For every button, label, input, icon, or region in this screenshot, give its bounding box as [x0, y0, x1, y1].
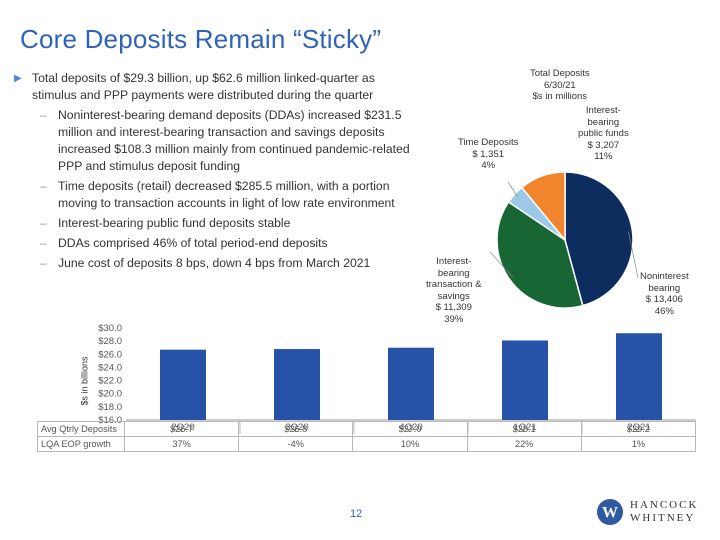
- logo-line2: WHITNEY: [630, 512, 696, 524]
- pie-title-line: Total Deposits: [530, 68, 590, 79]
- table-row-label: Avg Qtrly Deposits: [37, 421, 125, 437]
- dash-icon: –: [40, 236, 47, 250]
- y-tick-label: $24.0: [98, 362, 122, 373]
- pie-label-line: savings: [437, 290, 470, 302]
- sub-bullet-text: Noninterest-bearing demand deposits (DDA…: [58, 108, 410, 173]
- bar-2q21: [616, 333, 662, 420]
- y-tick-label: $18.0: [98, 402, 122, 413]
- table-row-label: LQA EOP growth: [37, 436, 125, 452]
- triangle-bullet-icon: ▶: [14, 73, 22, 84]
- sub-bullet-text: Interest-bearing public fund deposits st…: [58, 216, 291, 230]
- pie-label-line: bearing: [587, 116, 620, 128]
- y-tick-label: $28.0: [98, 336, 122, 347]
- bar-3q20: [274, 349, 320, 420]
- pie-label-line: $ 3,207: [587, 139, 620, 151]
- deposits-bar-chart: $30.0 $28.0 $26.0 $24.0 $22.0 $20.0 $18.0 $16.0…: [36, 316, 696, 466]
- hancock-whitney-logo: W HANCOCK WHITNEY: [596, 498, 698, 526]
- dash-icon: –: [40, 256, 47, 270]
- pie-label-line: bearing: [437, 267, 470, 279]
- y-tick-label: $22.0: [98, 376, 122, 387]
- pie-label-time-deposits: Time Deposits $ 1,351 4%: [458, 137, 518, 172]
- deposits-pie-chart: Total Deposits 6/30/21 $s in millions No…: [420, 60, 720, 330]
- pie-title-line: $s in millions: [532, 91, 588, 102]
- table-cell: 1%: [580, 436, 697, 452]
- dash-icon: –: [40, 108, 47, 122]
- sub-bullet: – Time deposits (retail) decreased $285.5…: [14, 178, 414, 212]
- table-cell: 10%: [352, 436, 468, 452]
- sub-bullet-text: June cost of deposits 8 bps, down 4 bps …: [58, 256, 371, 270]
- pie-slice-public-funds: [520, 171, 566, 243]
- table-cell: $26.7: [123, 421, 240, 437]
- pie-title-line: 6/30/21: [543, 79, 576, 91]
- bar-4q20: [388, 347, 434, 420]
- bar-2q20: [160, 349, 206, 420]
- main-bullet-text: Total deposits of $29.3 billion, up $62.…: [32, 71, 375, 102]
- bar-1q21: [502, 340, 548, 420]
- pie-slice-noninterest: [564, 171, 634, 307]
- logo-text: HANCOCK WHITNEY: [630, 499, 698, 525]
- pie-label-line: 39%: [444, 313, 464, 325]
- y-tick-label: $30.0: [98, 323, 122, 334]
- sub-bullet: – DDAs comprised 46% of total period-end …: [14, 235, 414, 252]
- sub-bullet: – Interest-bearing public fund deposits s…: [14, 215, 414, 232]
- table-cell: $29.2: [580, 421, 697, 437]
- pie-label-public-funds: Interest- bearing public funds $ 3,207 1…: [578, 105, 629, 163]
- bar-svg: $30.0 $28.0 $26.0 $24.0 $22.0 $20.0 $18.0 $16.0…: [98, 323, 696, 434]
- pie-label-line: Interest-: [436, 256, 472, 267]
- table-row: LQA EOP growth 37% -4% 10% 22% 1%: [37, 436, 697, 452]
- page-title: Core Deposits Remain “Sticky”: [20, 24, 382, 54]
- pie-label-line: 4%: [481, 160, 496, 171]
- pie-label-line: 11%: [594, 151, 613, 162]
- pie-label-noninterest: Noninterest bearing $ 13,406 46%: [640, 271, 689, 317]
- dash-icon: –: [40, 179, 47, 193]
- deposits-data-table: Avg Qtrly Deposits $26.7 $26.8 $27.0 $28…: [37, 421, 697, 452]
- logo-mark-icon: W: [597, 499, 623, 525]
- pie-label-line: $ 1,351: [472, 148, 505, 160]
- table-cell: 22%: [466, 436, 582, 452]
- pie-label-line: transaction &: [426, 279, 482, 290]
- table-cell: -4%: [238, 436, 354, 452]
- table-cell: $27.0: [352, 421, 468, 437]
- pie-leader-line: [489, 251, 514, 278]
- pie-label-line: Noninterest: [640, 271, 689, 282]
- table-row: Avg Qtrly Deposits $26.7 $26.8 $27.0 $28…: [37, 421, 697, 437]
- bullet-list: ▶ Total deposits of $29.3 billion, up $6…: [14, 70, 414, 272]
- pie-label-line: public funds: [578, 128, 629, 139]
- sub-bullet-text: Time deposits (retail) decreased $285.5 …: [58, 179, 395, 210]
- pie-slice-transaction-savings: [496, 200, 584, 309]
- table-cell: $28.1: [466, 421, 582, 437]
- pie-svg: [489, 171, 639, 309]
- main-bullet: ▶ Total deposits of $29.3 billion, up $6…: [14, 70, 414, 104]
- pie-label-line: bearing: [648, 282, 681, 294]
- sub-bullet-text: DDAs comprised 46% of total period-end d…: [58, 236, 328, 250]
- sub-bullet: – Noninterest-bearing demand deposits (DD…: [14, 107, 414, 175]
- pie-label-line: $ 11,309: [435, 302, 472, 313]
- y-tick-label: $16.0: [98, 415, 122, 426]
- y-tick-label: $20.0: [98, 389, 122, 400]
- table-cell: 37%: [123, 436, 240, 452]
- pie-label-line: Interest-: [585, 105, 621, 116]
- dash-icon: –: [40, 216, 47, 230]
- pie-label-line: Time Deposits: [458, 137, 519, 148]
- pie-title: Total Deposits 6/30/21 $s in millions: [530, 68, 590, 103]
- logo-mark-letter: W: [602, 505, 618, 522]
- pie-label-line: 46%: [654, 305, 674, 317]
- logo-line1: HANCOCK: [630, 499, 699, 511]
- pie-leader-line: [628, 231, 639, 279]
- sub-bullet: – June cost of deposits 8 bps, down 4 bps…: [14, 255, 414, 272]
- table-cell: $26.8: [238, 421, 354, 437]
- y-tick-label: $26.0: [98, 349, 122, 360]
- pie-label-transaction-savings: Interest- bearing transaction & savings …: [426, 256, 481, 325]
- pie-label-line: $ 13,406: [645, 294, 683, 305]
- pie-leader-line: [507, 181, 518, 198]
- page-number: 12: [350, 508, 363, 520]
